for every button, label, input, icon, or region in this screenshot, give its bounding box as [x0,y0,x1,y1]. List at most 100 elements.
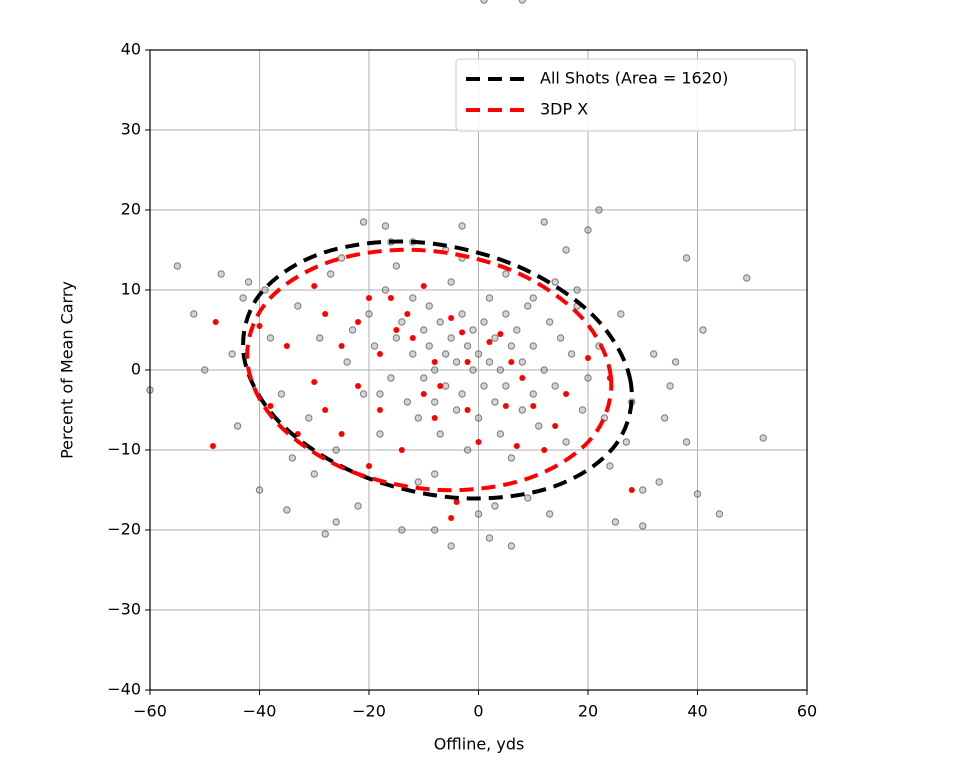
point [366,295,372,301]
point [507,342,516,350]
y-tick-label: −40 [107,680,141,699]
point [529,342,537,350]
point [535,422,543,430]
point [491,502,499,510]
point [655,478,663,486]
point [354,502,362,510]
point [414,478,422,486]
point [398,526,406,534]
point [431,526,439,534]
point [355,319,362,325]
point [671,358,680,366]
point [469,326,477,334]
point [513,326,521,334]
point [441,350,450,358]
point [699,326,707,334]
point [502,382,510,390]
point [562,438,570,446]
point [524,494,532,502]
point [201,366,209,374]
point [529,390,537,398]
point [392,262,401,270]
point [409,350,417,358]
point [239,294,247,302]
point [398,447,405,453]
point [585,355,591,361]
x-tick-label: −20 [352,702,386,721]
point [217,270,225,278]
point [693,490,702,498]
point [376,351,383,357]
point [518,358,526,366]
x-tick-label: 40 [687,702,707,721]
point [562,246,570,254]
point [502,310,510,318]
point [376,407,383,413]
point [387,374,395,382]
point [359,390,368,398]
point [266,334,275,342]
x-tick-label: −60 [133,702,167,721]
point [485,358,494,366]
point [425,302,433,310]
x-tick-label: 0 [473,702,483,721]
y-tick-label: 20 [121,200,141,219]
point [332,518,340,526]
point [524,302,532,310]
point [343,358,351,366]
point [508,359,515,365]
point [431,366,439,374]
ellipse-line [241,239,634,501]
point [404,311,411,317]
point [305,414,313,422]
point [485,534,494,542]
point [480,382,488,390]
x-tick-label: −40 [243,702,277,721]
point [447,542,455,550]
point [475,439,482,445]
point [743,274,751,282]
point [497,331,504,337]
point [392,334,401,342]
point [370,342,379,350]
point [436,430,444,438]
point [485,294,494,302]
y-tick-label: −20 [107,520,141,539]
point [381,286,390,294]
point [458,390,466,398]
point [463,446,472,454]
point [496,430,505,438]
point [233,422,242,430]
point [518,406,526,414]
point [267,403,274,409]
point [513,443,520,449]
point [437,383,444,389]
point [480,318,488,326]
point [556,334,565,342]
point [474,350,483,358]
point [480,0,488,4]
point [436,318,444,326]
point [359,218,368,226]
point [650,350,658,358]
point [431,470,439,478]
point [431,398,439,406]
point [502,270,510,278]
point [311,283,318,289]
point [366,463,372,469]
point [563,391,570,397]
point [212,319,219,325]
point [338,343,345,349]
point [338,431,345,437]
point [381,222,390,230]
point [573,286,581,294]
legend-label: All Shots (Area = 1620) [540,69,728,88]
point [452,406,461,414]
point [255,486,264,494]
point [420,374,428,382]
point [348,326,357,334]
point [759,434,767,442]
point [173,262,182,270]
point [376,390,384,398]
